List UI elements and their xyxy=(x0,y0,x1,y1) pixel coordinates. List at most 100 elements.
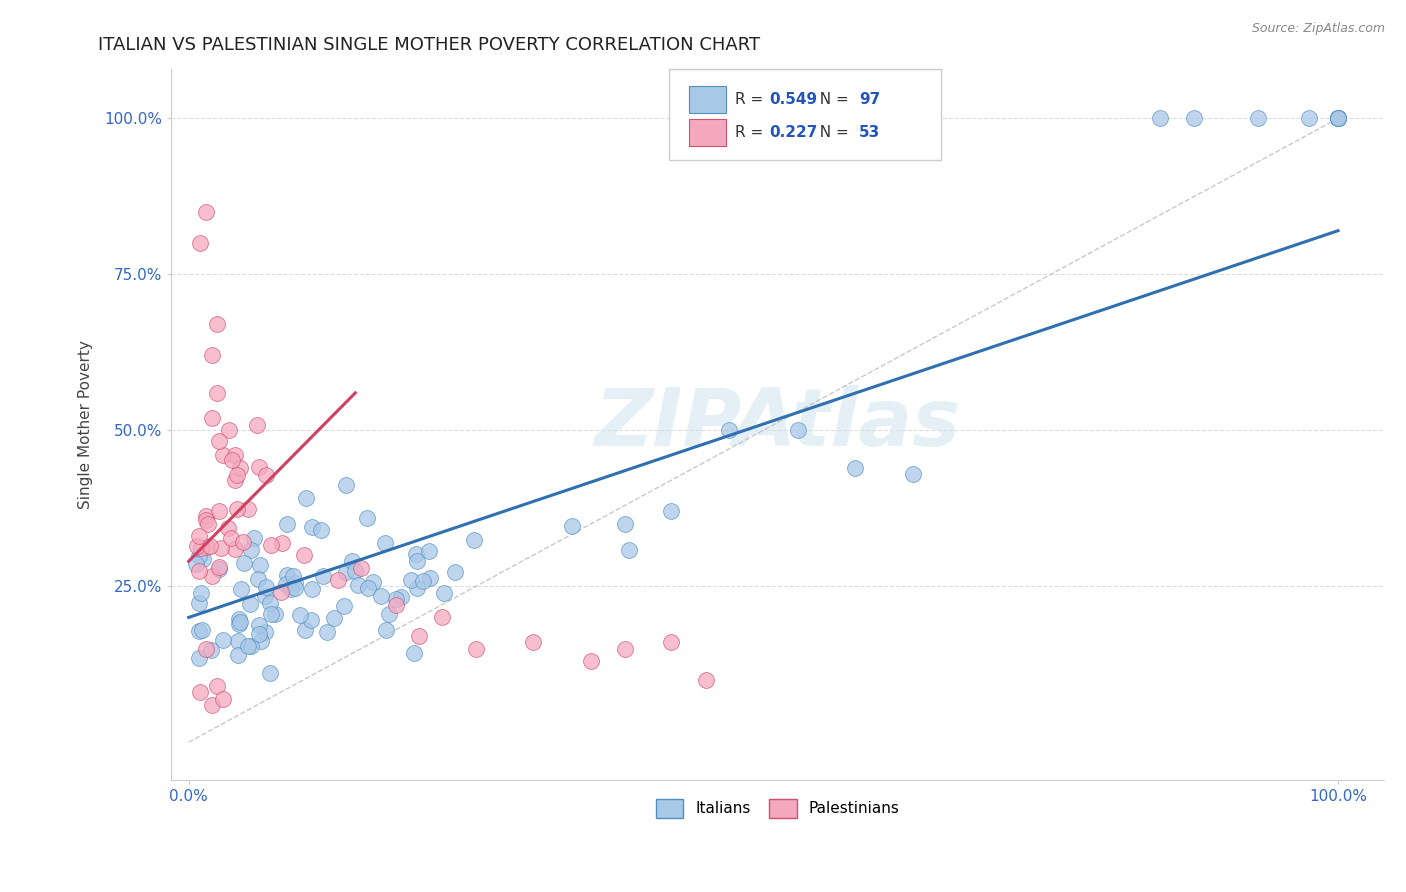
FancyBboxPatch shape xyxy=(689,86,725,112)
Point xyxy=(243,532,266,546)
Point xyxy=(246,417,269,432)
Point xyxy=(259,607,281,621)
Point xyxy=(194,512,217,526)
Point xyxy=(224,448,246,462)
Point xyxy=(271,536,294,550)
Point xyxy=(221,453,243,467)
Text: Source: ZipAtlas.com: Source: ZipAtlas.com xyxy=(1251,22,1385,36)
Point xyxy=(212,448,235,462)
Point xyxy=(233,556,256,570)
Point xyxy=(201,410,224,425)
Point xyxy=(229,582,252,596)
Point xyxy=(284,581,307,595)
Point xyxy=(259,596,281,610)
Point xyxy=(335,566,357,580)
Point xyxy=(197,517,219,532)
FancyBboxPatch shape xyxy=(669,69,942,160)
Point xyxy=(276,568,298,582)
Point xyxy=(399,573,422,587)
Point xyxy=(579,654,602,668)
Text: 53: 53 xyxy=(859,125,880,140)
Point xyxy=(184,557,207,571)
Point xyxy=(188,685,211,699)
Point xyxy=(1327,112,1350,126)
Point xyxy=(229,615,252,629)
Point xyxy=(259,665,281,680)
Point xyxy=(194,641,217,656)
Point xyxy=(218,423,240,437)
Point xyxy=(236,640,259,654)
Point xyxy=(219,531,242,545)
Point xyxy=(465,641,488,656)
Point xyxy=(188,624,211,638)
Point xyxy=(419,571,441,585)
Point xyxy=(418,544,440,558)
Point xyxy=(188,651,211,665)
Point xyxy=(522,635,544,649)
Point xyxy=(374,623,396,637)
Point xyxy=(247,459,270,474)
Point xyxy=(239,597,262,611)
Point xyxy=(208,560,231,574)
Point xyxy=(207,679,229,693)
Text: ZIPAtlas: ZIPAtlas xyxy=(595,385,960,463)
Point xyxy=(194,509,217,524)
Point xyxy=(225,468,247,483)
Point xyxy=(187,529,209,543)
Point xyxy=(443,565,465,579)
Point xyxy=(844,460,866,475)
Point xyxy=(406,582,429,596)
Point xyxy=(226,648,249,662)
Point xyxy=(200,643,222,657)
Point xyxy=(901,467,924,481)
Point xyxy=(247,572,270,586)
Point xyxy=(350,560,373,574)
Point xyxy=(276,516,298,531)
Point xyxy=(344,564,367,578)
Point xyxy=(194,205,217,219)
Point xyxy=(240,543,263,558)
Legend: Italians, Palestinians: Italians, Palestinians xyxy=(648,791,907,825)
Point xyxy=(207,318,229,332)
Text: N =: N = xyxy=(810,92,853,107)
Point xyxy=(228,612,250,626)
Point xyxy=(1298,112,1320,126)
Point xyxy=(374,536,396,550)
Point xyxy=(260,538,283,552)
Point xyxy=(250,634,273,648)
Point xyxy=(323,611,346,625)
Point xyxy=(188,236,211,251)
Point xyxy=(661,504,683,518)
Point xyxy=(201,698,224,712)
Point xyxy=(224,473,246,487)
Point xyxy=(190,541,212,555)
Point xyxy=(389,590,412,604)
Point xyxy=(283,569,305,583)
Point xyxy=(274,577,297,591)
Point xyxy=(200,539,222,553)
Point xyxy=(228,634,250,648)
Point xyxy=(614,641,637,656)
Point xyxy=(191,623,214,637)
Text: 0.227: 0.227 xyxy=(769,125,817,140)
Point xyxy=(249,558,271,572)
Point xyxy=(430,610,453,624)
Text: R =: R = xyxy=(735,92,768,107)
Point xyxy=(238,501,260,516)
Point xyxy=(188,564,211,578)
Point xyxy=(229,460,252,475)
Point xyxy=(239,639,262,653)
Point xyxy=(617,542,640,557)
Point xyxy=(201,348,224,362)
Point xyxy=(1182,112,1205,126)
Point xyxy=(264,607,287,621)
Point xyxy=(211,633,233,648)
Point xyxy=(340,554,363,568)
Point xyxy=(402,646,425,660)
Point xyxy=(408,629,430,643)
Point xyxy=(356,510,378,524)
Point xyxy=(561,519,583,533)
Point xyxy=(1327,112,1350,126)
Point xyxy=(614,516,637,531)
Point xyxy=(195,540,218,554)
